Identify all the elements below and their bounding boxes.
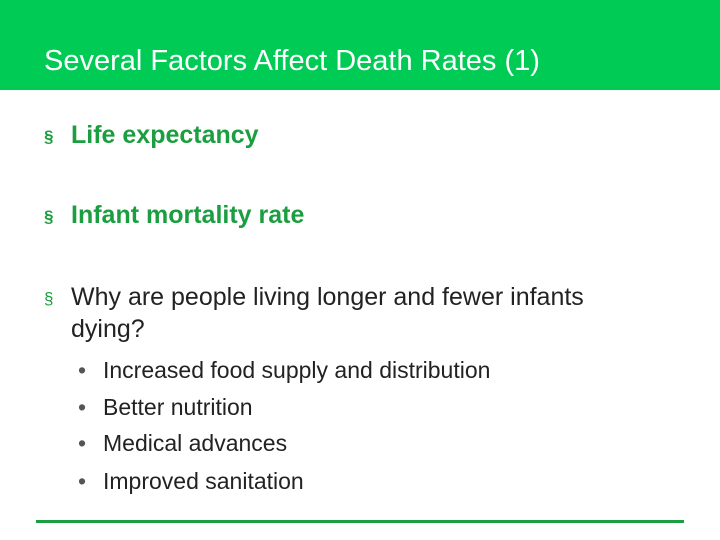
bullet-text: Infant mortality rate (71, 201, 305, 229)
title-bar: Several Factors Affect Death Rates (1) (0, 0, 720, 90)
bullet-text-line-1: Why are people living longer and fewer i… (71, 283, 584, 311)
slide-title: Several Factors Affect Death Rates (1) (44, 45, 540, 77)
bullet-text: Life expectancy (71, 121, 259, 149)
bullet-marker-icon: § (44, 127, 54, 146)
sub-bullet-dot-icon: • (78, 468, 87, 494)
sub-bullet-dot-icon: • (78, 357, 87, 383)
sub-bullet-dot-icon: • (78, 430, 87, 456)
bullet-marker-icon: § (44, 289, 54, 308)
sub-bullet-text: Medical advances (103, 430, 288, 456)
sub-bullet-dot-icon: • (78, 394, 87, 420)
sub-bullet-text: Increased food supply and distribution (103, 357, 491, 383)
bullet-text-line-2: dying? (71, 315, 145, 343)
sub-bullet-text: Better nutrition (103, 394, 253, 420)
bullet-marker-icon: § (44, 207, 54, 226)
sub-bullet-text: Improved sanitation (103, 468, 304, 494)
bottom-divider (36, 520, 684, 523)
